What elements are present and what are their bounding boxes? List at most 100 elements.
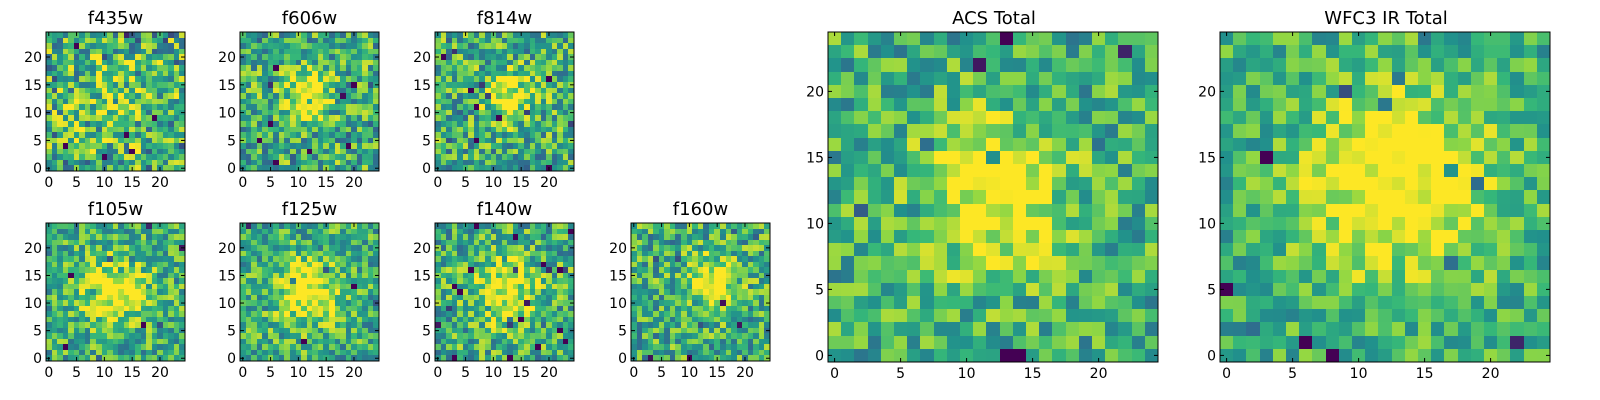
heatmap-cell (737, 300, 742, 306)
heatmap-cell (368, 149, 373, 154)
heatmap-cell (312, 115, 318, 121)
heatmap-cell (357, 328, 362, 333)
heatmap-cell (85, 138, 90, 143)
heatmap-cell (368, 165, 373, 171)
heatmap-cell (524, 154, 530, 160)
heatmap-cell (262, 267, 268, 273)
heatmap-cell (368, 245, 373, 251)
heatmap-cell (163, 115, 168, 121)
heatmap-cell (46, 65, 52, 71)
heatmap-cell (141, 256, 146, 262)
heatmap-cell (79, 60, 85, 65)
heatmap-cell (362, 65, 368, 71)
heatmap-cell (46, 99, 52, 104)
heatmap-cell (46, 60, 52, 65)
heatmap-cell (742, 317, 748, 322)
heatmap-cell (479, 240, 485, 245)
heatmap-cell (268, 344, 273, 350)
heatmap-cell (290, 328, 296, 333)
heatmap-cell (568, 295, 574, 300)
heatmap-cell (631, 289, 637, 295)
heatmap-cell (1066, 283, 1079, 296)
heatmap-cell (307, 306, 312, 311)
heatmap-cell (868, 177, 881, 190)
heatmap-cell (557, 284, 563, 289)
x-tick-label: 15 (123, 365, 141, 381)
heatmap-cell (446, 278, 452, 284)
heatmap-cell (441, 245, 446, 251)
heatmap-cell (262, 49, 268, 54)
heatmap-cell (485, 104, 491, 110)
heatmap-cell (557, 300, 563, 306)
heatmap-cell (474, 245, 479, 251)
heatmap-cell (246, 300, 251, 306)
heatmap-cell (157, 38, 163, 43)
heatmap-cell (541, 65, 546, 71)
heatmap-cell (637, 256, 642, 262)
heatmap-cell (318, 317, 323, 322)
heatmap-cell (318, 267, 323, 273)
heatmap-cell (124, 256, 129, 262)
heatmap-cell (507, 339, 513, 344)
heatmap-cell (535, 149, 541, 154)
heatmap-cell (323, 311, 329, 317)
heatmap-cell (273, 54, 279, 60)
heatmap-cell (146, 71, 152, 76)
heatmap-cell (179, 339, 185, 344)
heatmap-cell (479, 344, 485, 350)
heatmap-cell (152, 300, 157, 306)
heatmap-cell (246, 160, 251, 165)
heatmap-cell (368, 350, 373, 355)
heatmap-cell (346, 132, 351, 138)
heatmap-cell (362, 99, 368, 104)
heatmap-cell (152, 317, 157, 322)
heatmap-cell (79, 350, 85, 355)
heatmap-cell (273, 322, 279, 328)
heatmap-cell (323, 110, 329, 115)
heatmap-cell (63, 344, 68, 350)
heatmap-cell (681, 289, 687, 295)
heatmap-cell (513, 88, 518, 93)
heatmap-cell (279, 76, 284, 82)
heatmap-cell (759, 306, 764, 311)
heatmap-cell (474, 223, 479, 229)
panel-title: f435w (87, 8, 144, 29)
heatmap-cell (841, 243, 854, 256)
heatmap-cell (642, 223, 648, 229)
heatmap-cell (368, 317, 373, 322)
heatmap-cell (1052, 256, 1066, 270)
heatmap-cell (642, 344, 648, 350)
x-tick-label: 15 (317, 365, 335, 381)
heatmap-cell (642, 267, 648, 273)
heatmap-cell (240, 143, 246, 149)
heatmap-cell (435, 322, 441, 328)
heatmap-cell (323, 49, 329, 54)
heatmap-cell (664, 251, 670, 256)
heatmap-cell (152, 289, 157, 295)
heatmap-panel-f435w: f435w 0 5 10 15 20 0 5 10 15 20 (24, 8, 186, 193)
heatmap-cell (894, 190, 907, 204)
x-tick-label: 10 (95, 175, 113, 191)
heatmap-cell (284, 333, 290, 339)
heatmap-cell (960, 270, 973, 283)
heatmap-cell (714, 229, 720, 234)
heatmap-cell (157, 76, 163, 82)
heatmap-cell (296, 317, 301, 322)
heatmap-cell (262, 149, 268, 154)
heatmap-cell (141, 245, 146, 251)
panel-title: f606w (281, 8, 338, 29)
heatmap-cell (96, 132, 102, 138)
heatmap-cell (507, 251, 513, 256)
heatmap-cell (262, 143, 268, 149)
heatmap-cell (96, 32, 102, 38)
heatmap-cell (307, 76, 312, 82)
heatmap-cell (307, 350, 312, 355)
heatmap-cell (168, 223, 174, 229)
heatmap-cell (284, 60, 290, 65)
heatmap-cell (687, 262, 692, 267)
heatmap-cell (637, 284, 642, 289)
heatmap-cell (368, 160, 373, 165)
heatmap-cell (535, 328, 541, 333)
heatmap-cell (107, 60, 113, 65)
